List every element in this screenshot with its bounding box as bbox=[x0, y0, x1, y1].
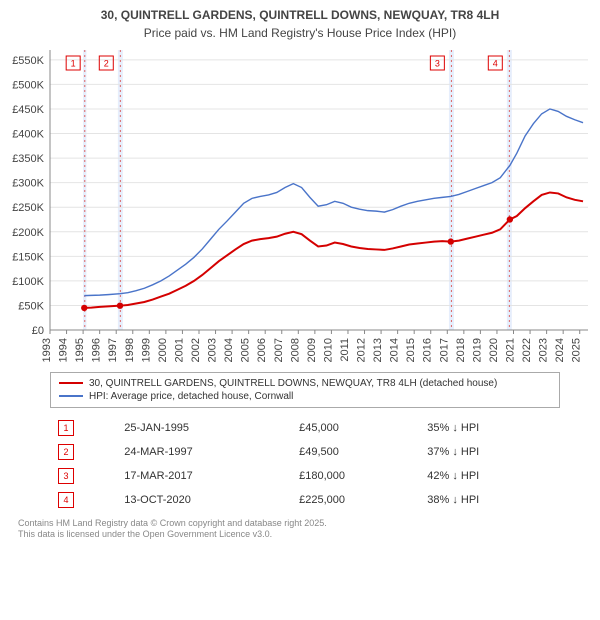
svg-text:2025: 2025 bbox=[571, 338, 583, 362]
svg-text:2011: 2011 bbox=[339, 338, 351, 362]
sale-marker: 2 bbox=[50, 440, 116, 464]
sale-delta: 42% ↓ HPI bbox=[419, 464, 560, 488]
sales-row: 413-OCT-2020£225,00038% ↓ HPI bbox=[50, 488, 560, 512]
svg-text:2023: 2023 bbox=[538, 338, 550, 362]
footer-text: Contains HM Land Registry data © Crown c… bbox=[18, 518, 560, 530]
sale-delta: 37% ↓ HPI bbox=[419, 440, 560, 464]
sale-delta: 38% ↓ HPI bbox=[419, 488, 560, 512]
svg-text:£50K: £50K bbox=[18, 300, 44, 312]
svg-text:2002: 2002 bbox=[190, 338, 202, 362]
svg-text:2004: 2004 bbox=[223, 338, 235, 362]
svg-text:£500K: £500K bbox=[12, 79, 44, 91]
sales-row: 125-JAN-1995£45,00035% ↓ HPI bbox=[50, 416, 560, 440]
svg-text:2012: 2012 bbox=[356, 338, 368, 362]
svg-text:£250K: £250K bbox=[12, 202, 44, 214]
legend-label: 30, QUINTRELL GARDENS, QUINTRELL DOWNS, … bbox=[89, 378, 497, 389]
svg-text:£300K: £300K bbox=[12, 177, 44, 189]
svg-text:2001: 2001 bbox=[173, 338, 185, 362]
legend-swatch bbox=[59, 395, 83, 397]
sale-price: £180,000 bbox=[291, 464, 419, 488]
svg-text:2018: 2018 bbox=[455, 338, 467, 362]
sale-delta: 35% ↓ HPI bbox=[419, 416, 560, 440]
footer-text: This data is licensed under the Open Gov… bbox=[18, 529, 560, 541]
svg-text:2017: 2017 bbox=[438, 338, 450, 362]
svg-text:4: 4 bbox=[493, 58, 498, 68]
svg-text:1993: 1993 bbox=[41, 338, 53, 362]
svg-text:£550K: £550K bbox=[12, 54, 44, 66]
svg-text:2021: 2021 bbox=[505, 338, 517, 362]
svg-text:2005: 2005 bbox=[240, 338, 252, 362]
legend-item: HPI: Average price, detached house, Corn… bbox=[59, 390, 551, 403]
sale-price: £45,000 bbox=[291, 416, 419, 440]
svg-text:2022: 2022 bbox=[521, 338, 533, 362]
svg-text:2014: 2014 bbox=[389, 338, 401, 362]
svg-text:1999: 1999 bbox=[140, 338, 152, 362]
svg-text:1997: 1997 bbox=[107, 338, 119, 362]
svg-text:£100K: £100K bbox=[12, 275, 44, 287]
legend-label: HPI: Average price, detached house, Corn… bbox=[89, 391, 293, 402]
svg-text:2008: 2008 bbox=[289, 338, 301, 362]
sales-row: 317-MAR-2017£180,00042% ↓ HPI bbox=[50, 464, 560, 488]
svg-text:2009: 2009 bbox=[306, 338, 318, 362]
legend-swatch bbox=[59, 382, 83, 384]
svg-text:£400K: £400K bbox=[12, 128, 44, 140]
sales-table: 125-JAN-1995£45,00035% ↓ HPI224-MAR-1997… bbox=[50, 416, 560, 512]
svg-text:2003: 2003 bbox=[207, 338, 219, 362]
sale-marker: 3 bbox=[50, 464, 116, 488]
svg-text:2016: 2016 bbox=[422, 338, 434, 362]
svg-text:2020: 2020 bbox=[488, 338, 500, 362]
svg-text:£150K: £150K bbox=[12, 251, 44, 263]
svg-text:2013: 2013 bbox=[372, 338, 384, 362]
svg-text:2019: 2019 bbox=[471, 338, 483, 362]
sale-date: 13-OCT-2020 bbox=[116, 488, 291, 512]
sale-date: 25-JAN-1995 bbox=[116, 416, 291, 440]
svg-text:3: 3 bbox=[435, 58, 440, 68]
sale-price: £49,500 bbox=[291, 440, 419, 464]
svg-text:2015: 2015 bbox=[405, 338, 417, 362]
svg-text:1995: 1995 bbox=[74, 338, 86, 362]
sale-date: 17-MAR-2017 bbox=[116, 464, 291, 488]
svg-text:£350K: £350K bbox=[12, 153, 44, 165]
svg-text:£450K: £450K bbox=[12, 104, 44, 116]
svg-text:2010: 2010 bbox=[322, 338, 334, 362]
sale-date: 24-MAR-1997 bbox=[116, 440, 291, 464]
sales-row: 224-MAR-1997£49,50037% ↓ HPI bbox=[50, 440, 560, 464]
svg-text:2006: 2006 bbox=[256, 338, 268, 362]
svg-text:2000: 2000 bbox=[157, 338, 169, 362]
sale-marker: 4 bbox=[50, 488, 116, 512]
svg-text:2024: 2024 bbox=[554, 338, 566, 362]
svg-text:£0: £0 bbox=[32, 325, 44, 337]
sale-price: £225,000 bbox=[291, 488, 419, 512]
price-chart: £0 £50K £100K £150K £200K £250K £300K £350K £400… bbox=[0, 46, 600, 366]
attribution-footer: Contains HM Land Registry data © Crown c… bbox=[18, 518, 560, 541]
sale-marker: 1 bbox=[50, 416, 116, 440]
chart-subtitle: Price paid vs. HM Land Registry's House … bbox=[0, 26, 600, 46]
legend-item: 30, QUINTRELL GARDENS, QUINTRELL DOWNS, … bbox=[59, 377, 551, 390]
chart-title: 30, QUINTRELL GARDENS, QUINTRELL DOWNS, … bbox=[0, 0, 600, 26]
svg-text:1998: 1998 bbox=[124, 338, 136, 362]
chart-container: 30, QUINTRELL GARDENS, QUINTRELL DOWNS, … bbox=[0, 0, 600, 541]
legend: 30, QUINTRELL GARDENS, QUINTRELL DOWNS, … bbox=[50, 372, 560, 408]
svg-text:£200K: £200K bbox=[12, 226, 44, 238]
svg-text:1996: 1996 bbox=[91, 338, 103, 362]
svg-text:2: 2 bbox=[104, 58, 109, 68]
svg-text:1994: 1994 bbox=[58, 338, 70, 362]
svg-text:2007: 2007 bbox=[273, 338, 285, 362]
svg-text:1: 1 bbox=[71, 58, 76, 68]
